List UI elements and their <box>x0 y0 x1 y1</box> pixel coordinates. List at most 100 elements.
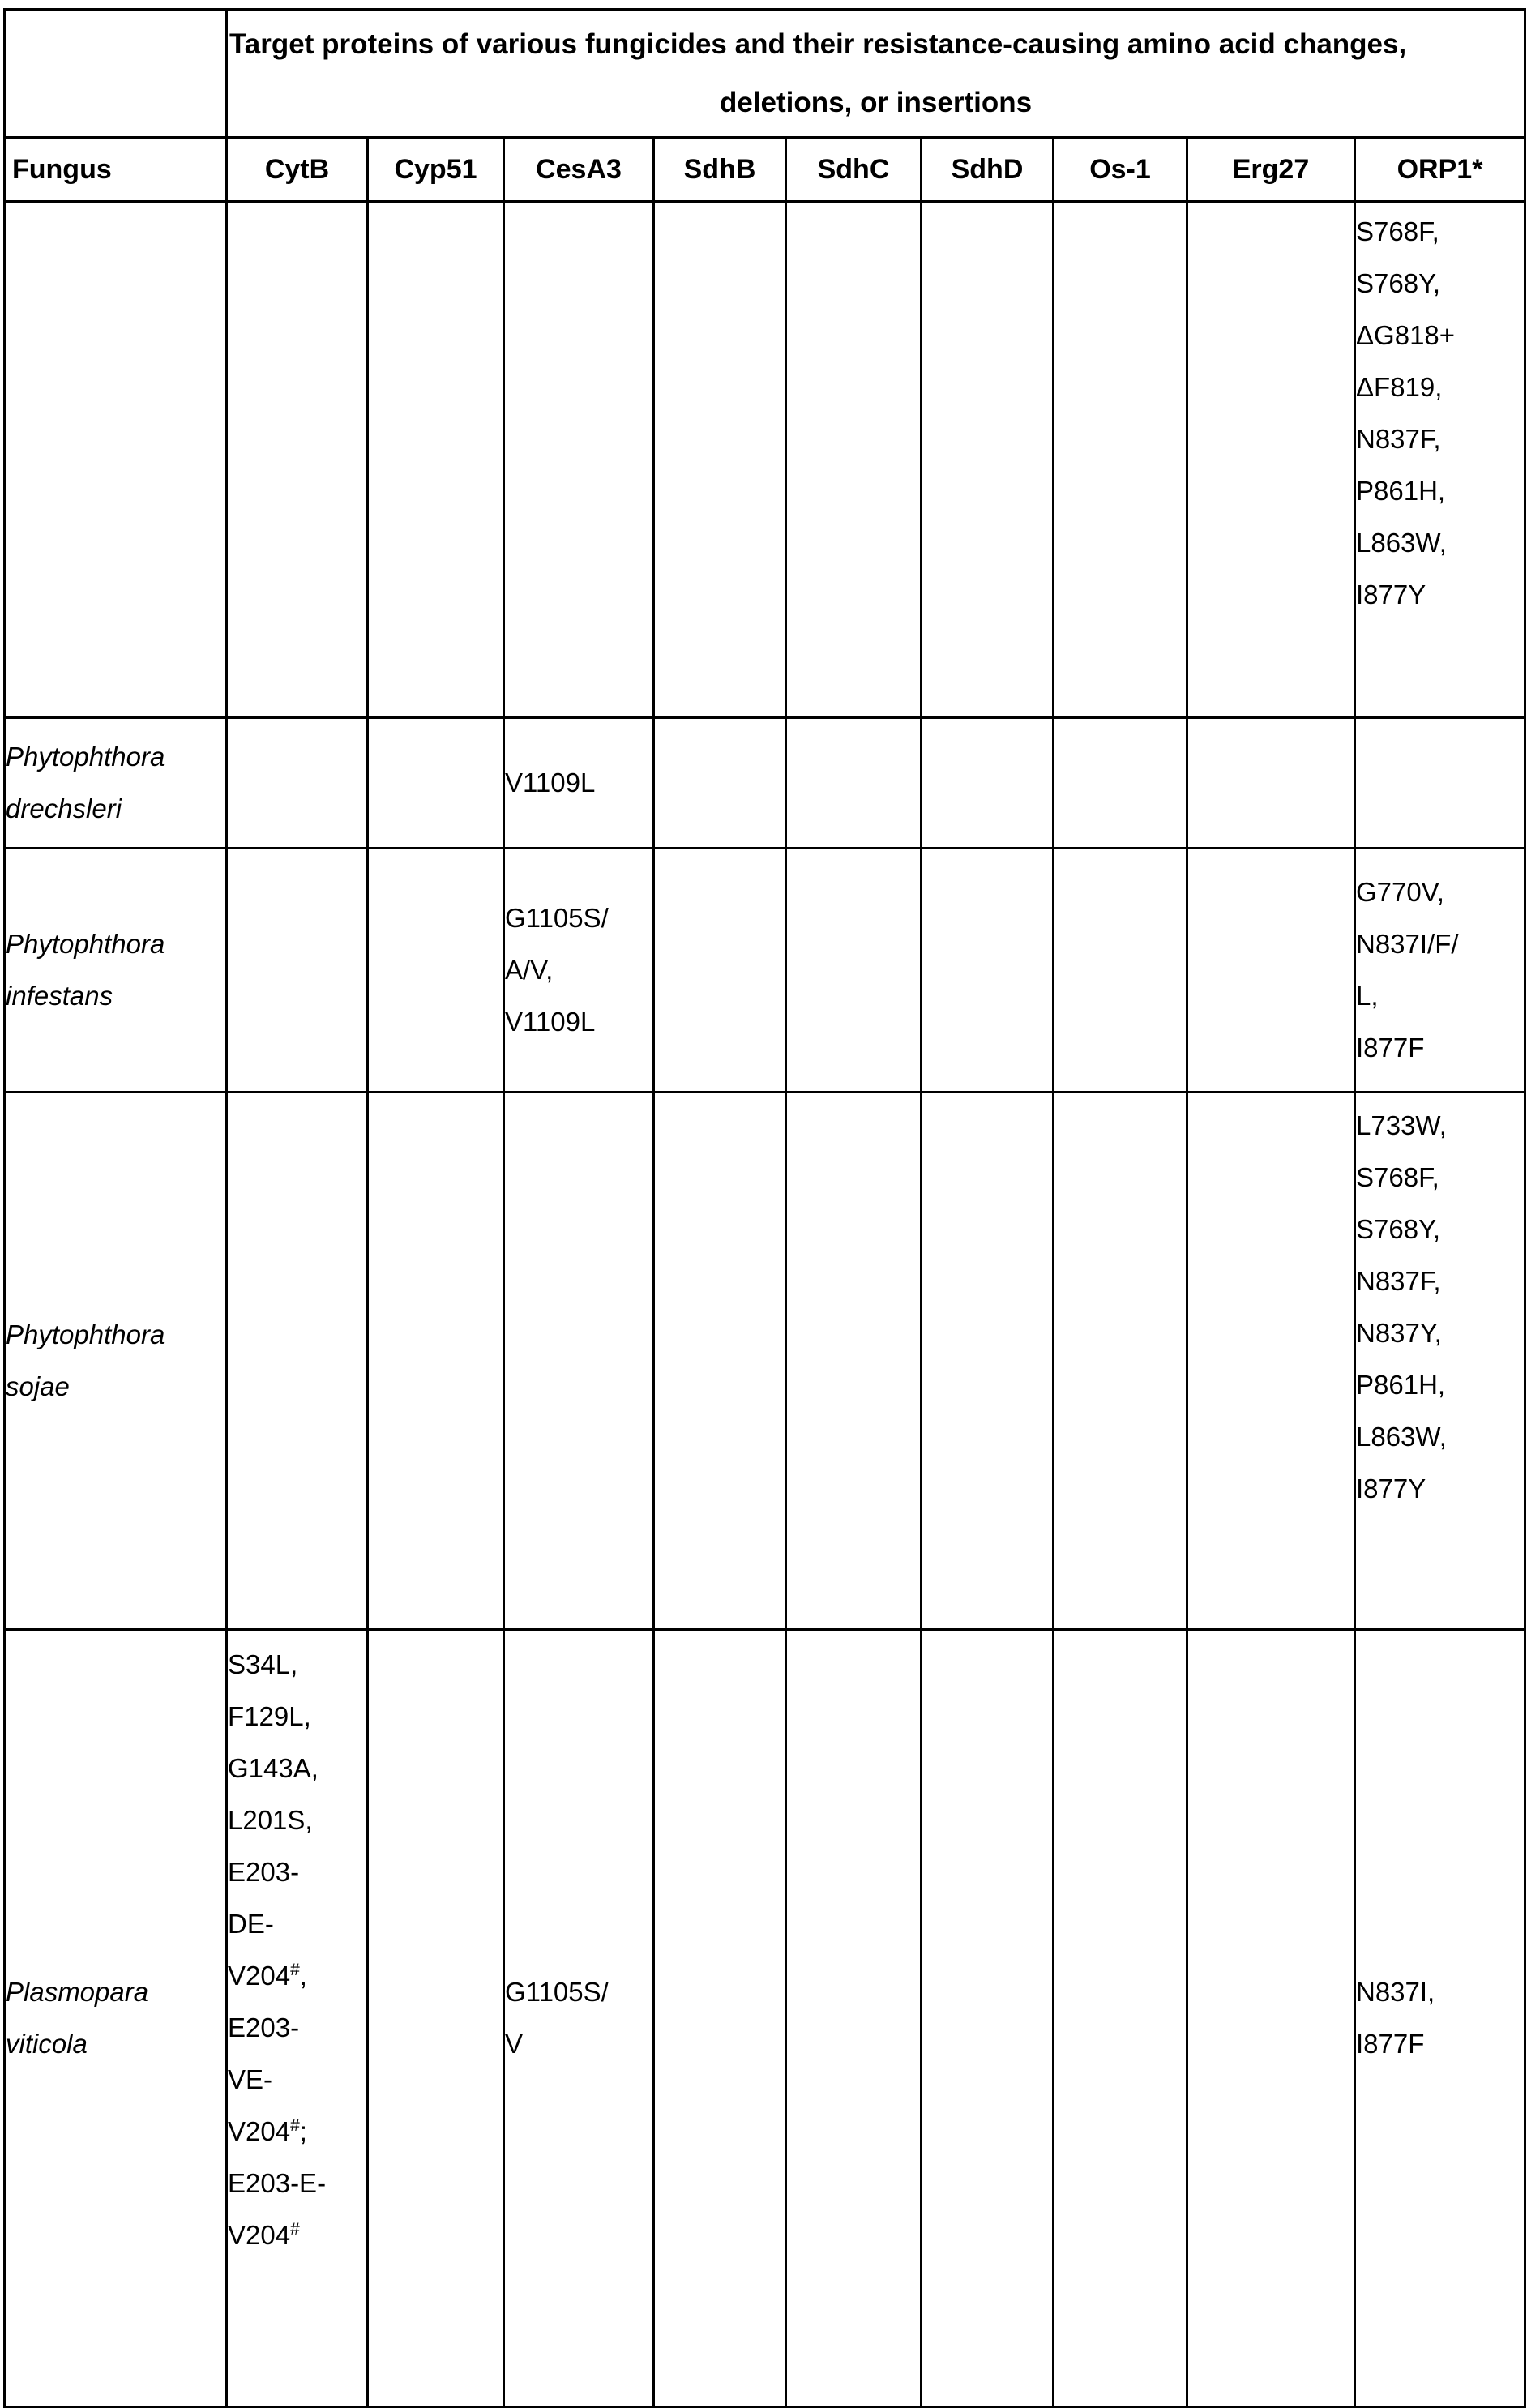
mutation-line: G1105S/ <box>505 892 652 944</box>
cell-os1 <box>1054 1093 1187 1630</box>
column-header-sdhc: SdhC <box>786 138 922 202</box>
cell-sdhd <box>922 718 1054 849</box>
cell-cesa3 <box>504 202 654 718</box>
table-row-continued: S768F,S768Y,ΔG818+ΔF819,N837F,P861H,L863… <box>5 202 1525 718</box>
cell-sdhc <box>786 202 922 718</box>
cell-os1 <box>1054 718 1187 849</box>
mutation-line: ΔG818+ <box>1356 310 1524 361</box>
cell-os1 <box>1054 849 1187 1093</box>
mutation-line: G143A, <box>228 1743 366 1794</box>
mutation-line: ΔF819, <box>1356 361 1524 413</box>
mutation-line: G1105S/ <box>505 1966 652 2018</box>
cell-fungus-name <box>5 202 227 718</box>
cell-fungus-name: Phytophthorainfestans <box>5 849 227 1093</box>
mutation-line: G770V, <box>1356 866 1524 918</box>
mutation-line: E203-E- <box>228 2158 366 2209</box>
table-row-phytophthora-drechsleri: PhytophthoradrechsleriV1109L <box>5 718 1525 849</box>
cell-cyp51 <box>368 1630 504 2407</box>
fungus-name-line: viticola <box>6 2018 225 2070</box>
mutation-line: I877Y <box>1356 1463 1524 1515</box>
mutation-line: P861H, <box>1356 1359 1524 1411</box>
cell-sdhb <box>654 1630 786 2407</box>
mutation-line: N837Y, <box>1356 1307 1524 1359</box>
mutation-line: I877F <box>1356 2018 1524 2070</box>
title-row-empty-cell <box>5 10 227 138</box>
column-header-sdhd: SdhD <box>922 138 1054 202</box>
table-row-plasmopara-viticola: PlasmoparaviticolaS34L,F129L,G143A,L201S… <box>5 1630 1525 2407</box>
fungus-name-line: Phytophthora <box>6 731 225 783</box>
cell-cytb <box>227 849 368 1093</box>
cell-sdhd <box>922 849 1054 1093</box>
mutation-line: S768F, <box>1356 1152 1524 1204</box>
fungus-name-line: Phytophthora <box>6 918 225 970</box>
cell-erg27 <box>1187 1630 1355 2407</box>
column-header-os1: Os-1 <box>1054 138 1187 202</box>
column-header-erg27: Erg27 <box>1187 138 1355 202</box>
column-header-sdhb: SdhB <box>654 138 786 202</box>
cell-sdhd <box>922 1630 1054 2407</box>
cell-fungus-name: Plasmoparaviticola <box>5 1630 227 2407</box>
cell-sdhd <box>922 1093 1054 1630</box>
column-header-cesa3: CesA3 <box>504 138 654 202</box>
cell-cytb <box>227 202 368 718</box>
fungus-name-line: sojae <box>6 1361 225 1413</box>
fungus-name-line: infestans <box>6 970 225 1022</box>
table-body: S768F,S768Y,ΔG818+ΔF819,N837F,P861H,L863… <box>5 202 1525 2407</box>
mutation-line: N837F, <box>1356 1255 1524 1307</box>
column-header-cytb: CytB <box>227 138 368 202</box>
mutation-line: V204#; <box>228 2106 366 2158</box>
cell-sdhc <box>786 1093 922 1630</box>
fungicide-resistance-table: Target proteins of various fungicides an… <box>3 8 1526 2408</box>
column-header-row: Fungus CytB Cyp51 CesA3 SdhB SdhC SdhD O… <box>5 138 1525 202</box>
cell-fungus-name: Phytophthorasojae <box>5 1093 227 1630</box>
column-header-cyp51: Cyp51 <box>368 138 504 202</box>
mutation-line: L863W, <box>1356 1411 1524 1463</box>
table-title-row: Target proteins of various fungicides an… <box>5 10 1525 138</box>
cell-cesa3: V1109L <box>504 718 654 849</box>
cell-sdhb <box>654 718 786 849</box>
mutation-line: VE- <box>228 2054 366 2106</box>
mutation-line: L733W, <box>1356 1100 1524 1152</box>
mutation-line: S768Y, <box>1356 1204 1524 1255</box>
column-header-orp1: ORP1* <box>1355 138 1525 202</box>
cell-cytb: S34L,F129L,G143A,L201S,E203-DE-V204#,E20… <box>227 1630 368 2407</box>
mutation-line: N837I/F/ <box>1356 918 1524 970</box>
cell-orp1: L733W,S768F,S768Y,N837F,N837Y,P861H,L863… <box>1355 1093 1525 1630</box>
mutation-line: N837I, <box>1356 1966 1524 2018</box>
cell-sdhb <box>654 1093 786 1630</box>
cell-orp1: G770V,N837I/F/L,I877F <box>1355 849 1525 1093</box>
cell-sdhb <box>654 849 786 1093</box>
cell-cyp51 <box>368 718 504 849</box>
cell-orp1: N837I,I877F <box>1355 1630 1525 2407</box>
mutation-line: I877F <box>1356 1022 1524 1074</box>
mutation-line: L201S, <box>228 1794 366 1846</box>
fungicide-resistance-table-container: Target proteins of various fungicides an… <box>3 8 1524 2408</box>
mutation-line: S768F, <box>1356 206 1524 258</box>
mutation-line: V1109L <box>505 757 652 809</box>
mutation-line: L863W, <box>1356 517 1524 569</box>
mutation-line: V204# <box>228 2209 366 2261</box>
cell-cytb <box>227 1093 368 1630</box>
mutation-line: V <box>505 2018 652 2070</box>
cell-os1 <box>1054 1630 1187 2407</box>
table-title-cell: Target proteins of various fungicides an… <box>227 10 1525 138</box>
mutation-line: E203- <box>228 2002 366 2054</box>
cell-sdhc <box>786 1630 922 2407</box>
cell-cesa3 <box>504 1093 654 1630</box>
column-header-fungus: Fungus <box>5 138 227 202</box>
mutation-line: E203- <box>228 1846 366 1898</box>
mutation-line: V204#, <box>228 1950 366 2002</box>
cell-cyp51 <box>368 202 504 718</box>
mutation-line: A/V, <box>505 944 652 996</box>
mutation-line: DE- <box>228 1898 366 1950</box>
mutation-line: N837F, <box>1356 413 1524 465</box>
mutation-line: L, <box>1356 970 1524 1022</box>
cell-os1 <box>1054 202 1187 718</box>
table-row-phytophthora-sojae: Phytophthorasojae L733W,S768F,S768Y,N837F… <box>5 1093 1525 1630</box>
mutation-line: I877Y <box>1356 569 1524 621</box>
cell-cyp51 <box>368 849 504 1093</box>
table-header: Target proteins of various fungicides an… <box>5 10 1525 202</box>
cell-cyp51 <box>368 1093 504 1630</box>
table-title-line-2: deletions, or insertions <box>228 74 1524 132</box>
cell-cesa3: G1105S/V <box>504 1630 654 2407</box>
